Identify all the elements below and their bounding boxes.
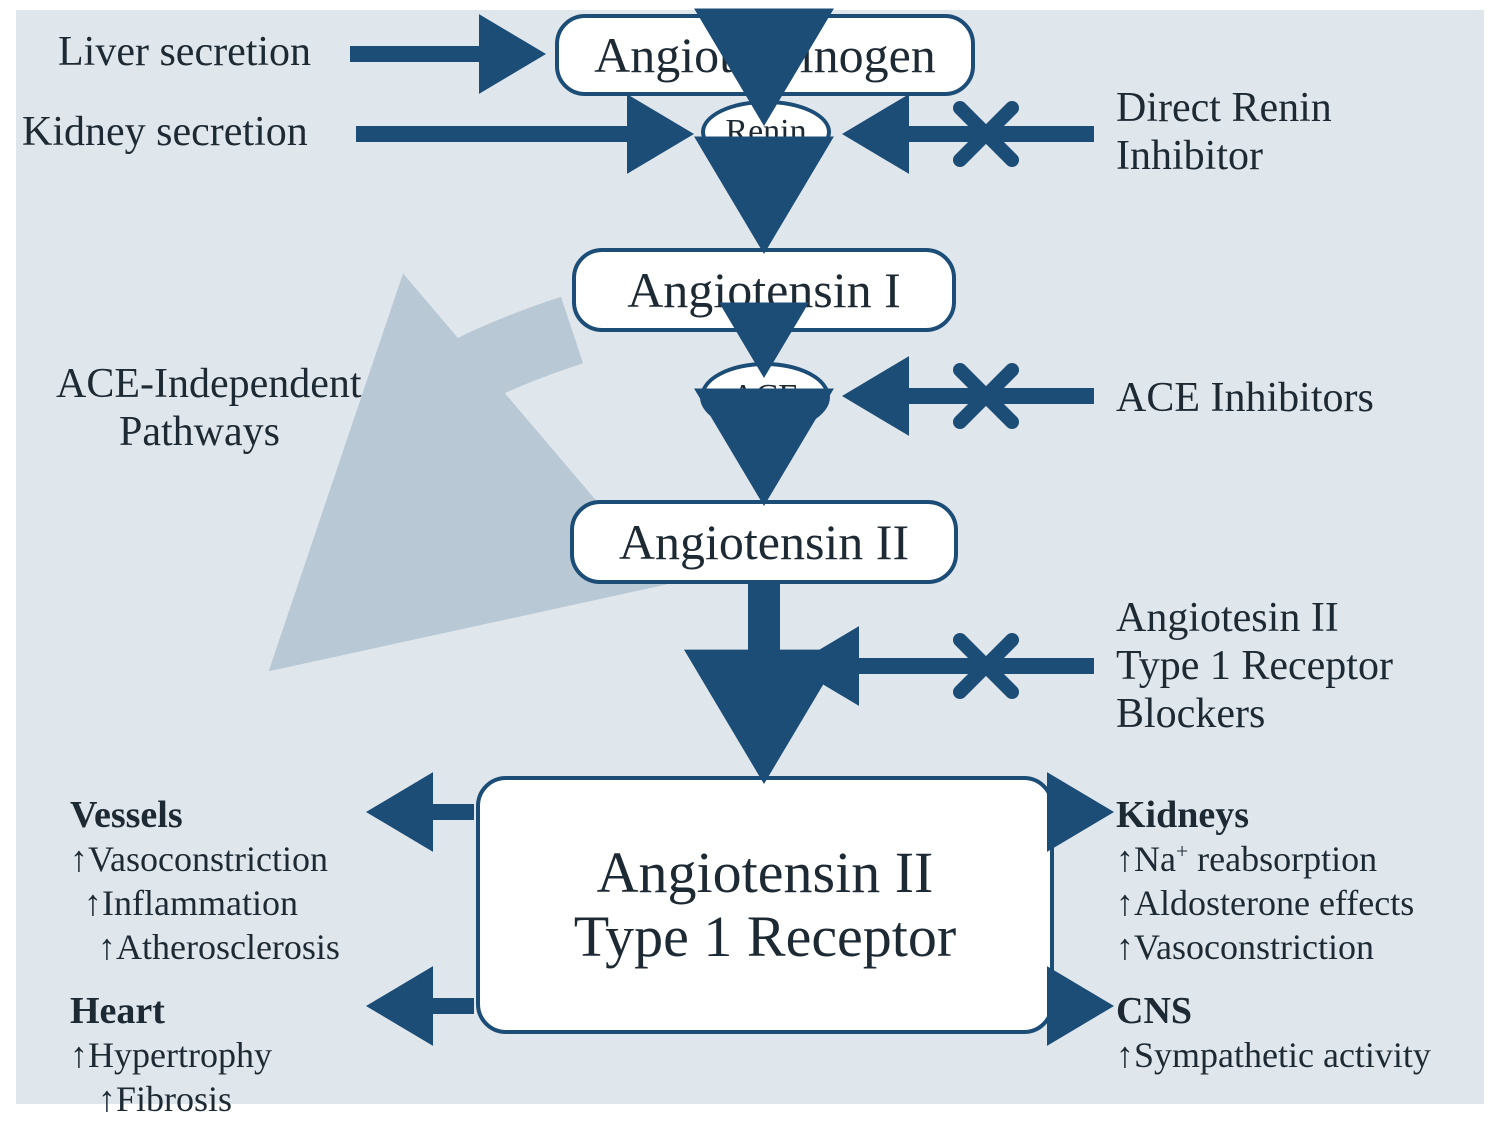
node-receptor: Angiotensin IIType 1 Receptor [476, 776, 1054, 1034]
node-label: Angiotensin II [619, 513, 909, 571]
node-renin: Renin [701, 100, 831, 164]
diagram-canvas: Angiotensinogen Renin Angiotensin I ACE … [0, 0, 1500, 1114]
label-ace-inhibitors: ACE Inhibitors [1116, 374, 1374, 422]
node-angiotensin-2: Angiotensin II [570, 500, 958, 584]
label-liver-secretion: Liver secretion [58, 28, 311, 76]
node-label: Angiotensinogen [594, 26, 936, 84]
label-kidney-secretion: Kidney secretion [22, 108, 308, 156]
effects-vessels: Vessels↑Vasoconstriction↑Inflammation↑At… [70, 792, 340, 970]
label-ace-independent: ACE-Independent Pathways [56, 360, 362, 456]
node-angiotensin-1: Angiotensin I [572, 248, 956, 332]
effects-cns: CNS↑Sympathetic activity [1116, 988, 1431, 1078]
node-label: Renin [725, 113, 806, 151]
effects-heart: Heart↑Hypertrophy↑Fibrosis [70, 988, 272, 1122]
node-label: ACE [731, 378, 799, 416]
node-ace: ACE [700, 362, 830, 432]
node-label: Angiotensin I [627, 261, 901, 319]
label-at1-blockers: Angiotesin IIType 1 ReceptorBlockers [1116, 594, 1393, 738]
label-direct-renin-inhibitor: Direct ReninInhibitor [1116, 84, 1332, 180]
node-angiotensinogen: Angiotensinogen [555, 14, 975, 96]
node-label: Angiotensin IIType 1 Receptor [574, 841, 956, 969]
effects-kidneys: Kidneys↑Na+ reabsorption↑Aldosterone eff… [1116, 792, 1414, 970]
